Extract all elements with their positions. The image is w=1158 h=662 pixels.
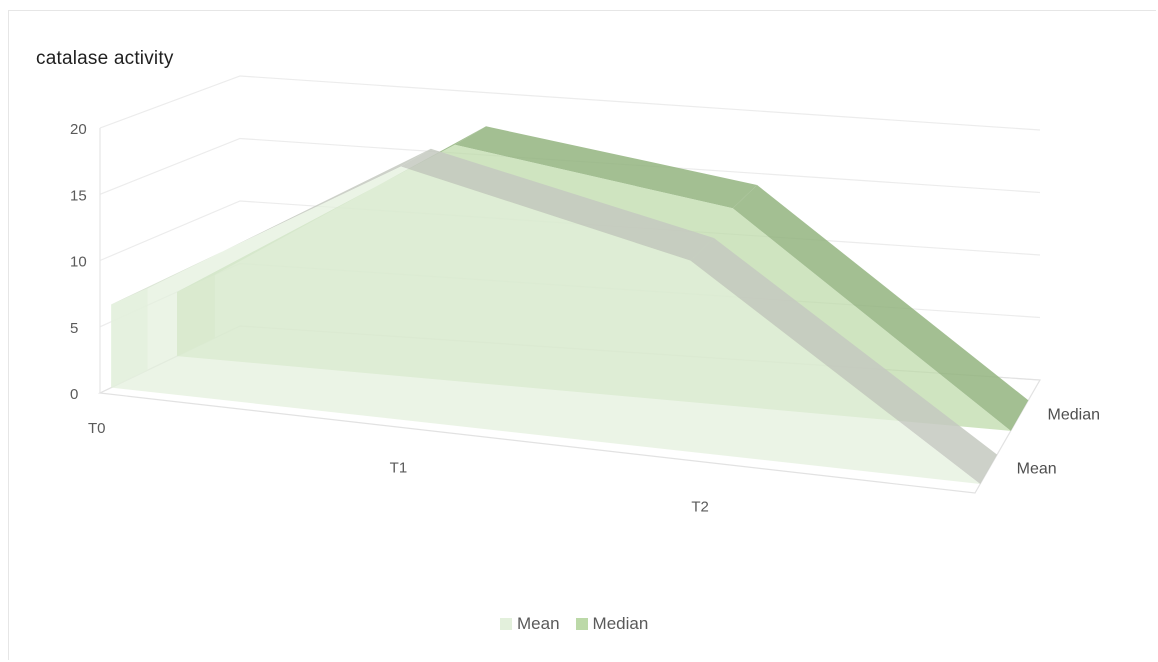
legend-item-mean: Mean [500,614,560,634]
gridline-4 [99,75,1041,131]
legend-item-median: Median [575,614,649,634]
y-tick-label: 0 [70,386,78,403]
y-tick-label: 5 [70,320,78,337]
legend: Mean Median [500,614,648,634]
series-median-ribbon-1 [454,126,758,209]
y-tick-label: 15 [70,187,87,204]
legend-swatch-mean [500,618,512,630]
chart-frame [8,10,1156,660]
series-mean-ribbon-2 [690,238,998,484]
x-tick-label: T2 [691,499,709,516]
series-group [111,126,1029,484]
chart-title: catalase activity [36,48,174,69]
x-tick-label: T1 [390,459,408,476]
series-mean-ribbon-1 [400,148,714,261]
x-tick-label: T0 [88,420,106,437]
legend-swatch-median [575,618,588,630]
series-mean-area [111,166,981,484]
series-depth-label: Mean [1017,460,1057,477]
axis-labels: 0 5 10 15 20 T0 T1 T2 Median Mean [70,121,1100,516]
legend-label-mean: Mean [517,614,560,633]
gridline-3 [99,137,1041,195]
series-depth-label: Median [1048,407,1100,424]
y-tick-label: 20 [70,121,87,138]
y-tick-label: 10 [70,254,87,271]
series-median-ribbon-2 [732,185,1029,431]
legend-label-median: Median [592,614,649,633]
